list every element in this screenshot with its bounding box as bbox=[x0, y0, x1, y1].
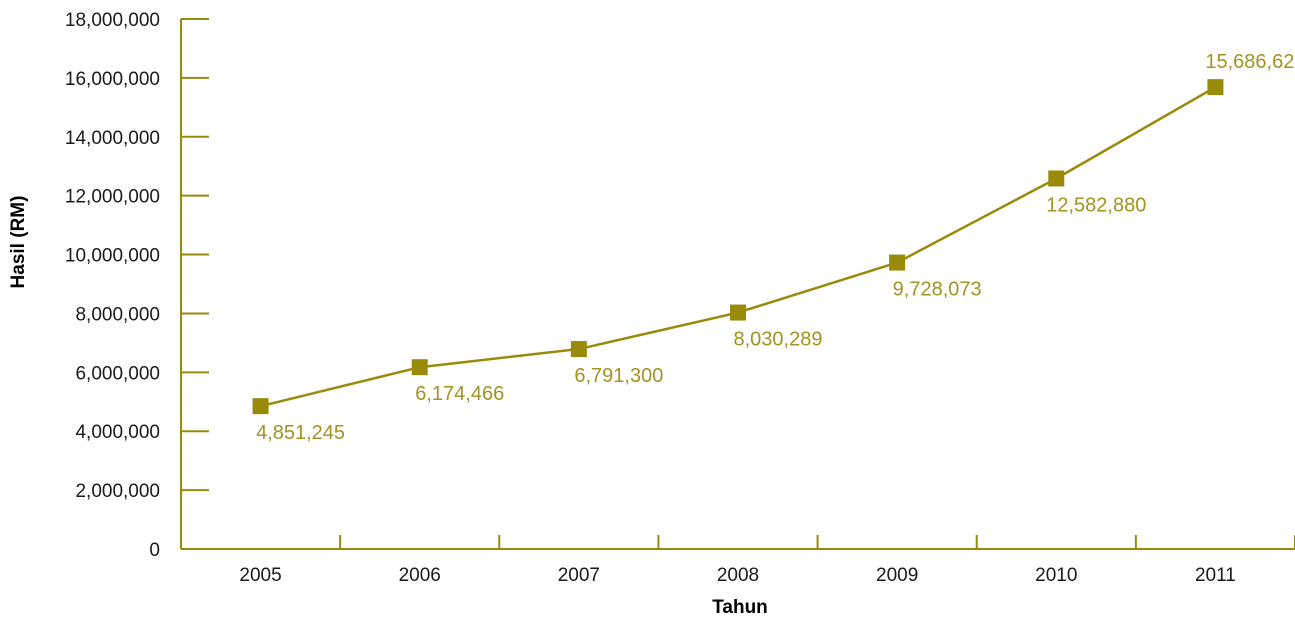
data-point bbox=[411, 359, 428, 376]
y-tick-label: 6,000,000 bbox=[75, 363, 160, 384]
y-tick-label: 10,000,000 bbox=[65, 246, 160, 267]
data-point bbox=[730, 304, 746, 321]
y-tick-label: 16,000,000 bbox=[65, 69, 160, 90]
x-tick-label: 2007 bbox=[558, 565, 600, 586]
data-label: 6,174,466 bbox=[415, 383, 504, 405]
series-line bbox=[260, 86, 1217, 408]
data-label: 9,728,073 bbox=[893, 279, 982, 301]
x-tick-label: 2006 bbox=[399, 565, 441, 586]
data-labels: 4,851,245 6,174,466 6,791,300 8,030,289 9,72… bbox=[256, 51, 1295, 444]
x-tick-label: 2005 bbox=[239, 565, 281, 586]
x-axis-title: Tahun bbox=[712, 597, 768, 618]
y-axis-title: Hasil (RM) bbox=[8, 196, 29, 289]
y-tick-label: 2,000,000 bbox=[75, 481, 160, 502]
x-tick-label: 2009 bbox=[876, 565, 918, 586]
x-tick-label: 2011 bbox=[1195, 565, 1236, 586]
tick-labels: 0 2,000,000 4,000,000 6,000,000 8,000,000 10,… bbox=[65, 10, 1236, 586]
data-point bbox=[889, 254, 906, 271]
data-point bbox=[252, 398, 269, 415]
y-tick-label: 14,000,000 bbox=[65, 128, 160, 149]
y-tick-label: 4,000,000 bbox=[75, 422, 160, 443]
data-label: 6,791,300 bbox=[574, 365, 663, 387]
data-label: 12,582,880 bbox=[1046, 195, 1146, 217]
data-label: 8,030,289 bbox=[734, 329, 823, 351]
data-point bbox=[1048, 170, 1065, 187]
series-line-layer bbox=[260, 86, 1217, 408]
x-tick-label: 2010 bbox=[1035, 565, 1077, 586]
x-tick-label: 2008 bbox=[717, 565, 759, 586]
data-label: 4,851,245 bbox=[256, 422, 345, 444]
markers bbox=[252, 79, 1224, 415]
y-tick-label: 12,000,000 bbox=[65, 187, 160, 208]
data-label: 15,686,623 bbox=[1205, 51, 1295, 73]
data-point bbox=[570, 341, 587, 358]
axes bbox=[180, 18, 1295, 550]
y-tick-label: 18,000,000 bbox=[65, 10, 160, 31]
data-point bbox=[1207, 79, 1224, 96]
y-tick-label: 0 bbox=[149, 540, 160, 561]
y-tick-label: 8,000,000 bbox=[75, 304, 160, 325]
